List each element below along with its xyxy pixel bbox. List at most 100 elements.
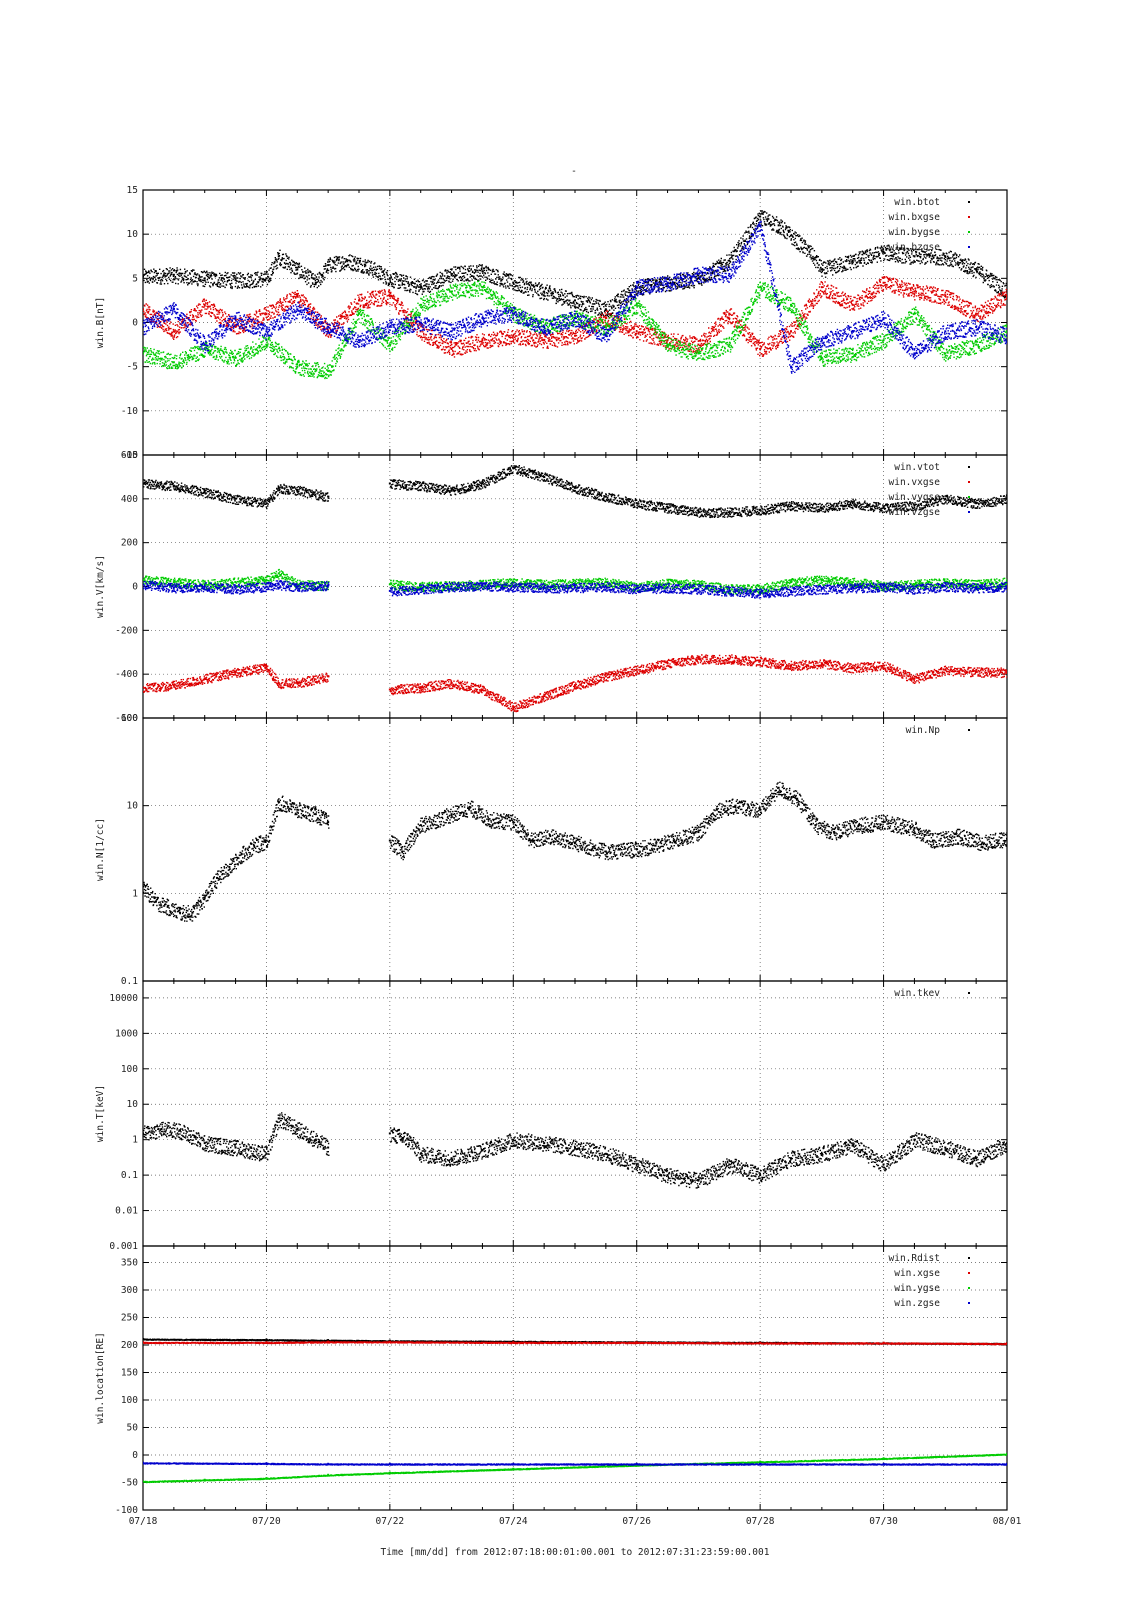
series-trace <box>605 841 638 861</box>
data-point <box>635 330 638 333</box>
series-trace <box>932 828 959 849</box>
data-point <box>388 688 391 691</box>
data-point <box>179 911 182 914</box>
data-point <box>327 264 330 267</box>
series-trace <box>544 311 577 334</box>
series-trace <box>315 259 330 289</box>
series-trace <box>229 851 243 874</box>
data-point <box>790 365 792 368</box>
legend-marker <box>968 729 970 731</box>
data-point <box>296 681 299 684</box>
data-point <box>820 356 823 359</box>
data-point <box>715 808 718 811</box>
series-trace <box>389 835 404 859</box>
data-point <box>697 831 700 834</box>
data-point <box>364 264 367 267</box>
series-trace <box>328 675 330 678</box>
legend-entry-label: win.Np <box>906 725 941 736</box>
series-trace <box>173 675 206 690</box>
series-trace <box>883 1463 1007 1466</box>
legend-marker <box>968 216 970 218</box>
series-trace <box>513 276 546 301</box>
data-point <box>697 657 700 660</box>
data-point <box>635 1341 638 1344</box>
data-point <box>327 370 330 373</box>
data-point <box>851 586 854 589</box>
data-point <box>975 325 978 328</box>
data-point <box>296 308 299 311</box>
y-tick-label: -100 <box>115 1505 138 1516</box>
series-trace <box>482 306 515 327</box>
series-trace <box>698 254 731 286</box>
data-point <box>604 317 607 320</box>
series-trace <box>729 654 762 667</box>
series-trace <box>204 341 237 367</box>
series-win.xgse <box>143 1340 1007 1346</box>
series-trace <box>550 829 577 850</box>
series-trace <box>945 250 978 279</box>
series-trace <box>513 1132 546 1152</box>
series-trace <box>605 582 638 595</box>
y-tick-label: 10000 <box>109 993 138 1004</box>
y-tick-label: -200 <box>115 625 138 636</box>
series-trace <box>173 481 206 497</box>
data-point <box>851 303 854 306</box>
legend-marker <box>968 511 970 513</box>
data-point <box>975 312 978 315</box>
series-trace <box>204 1136 237 1157</box>
series-trace <box>266 580 280 592</box>
data-point <box>777 224 780 227</box>
series-trace <box>858 814 885 834</box>
data-point <box>277 801 280 804</box>
data-point <box>203 343 206 346</box>
panel-3: 0.1 1 10 100 win.N[1/cc] win.Np <box>95 713 1008 987</box>
series-trace <box>389 1341 515 1345</box>
series-trace <box>173 303 206 354</box>
series-trace <box>173 267 206 288</box>
series-trace <box>791 336 823 374</box>
series-trace <box>852 276 885 311</box>
series-trace <box>883 501 916 514</box>
series-trace <box>760 1463 885 1466</box>
legend-entry-label: win.bzgse <box>889 242 941 253</box>
x-tick-label: 07/18 <box>129 1516 158 1527</box>
series-trace <box>791 1146 823 1167</box>
data-point <box>549 835 552 838</box>
series-trace <box>143 1341 268 1345</box>
series-trace <box>834 819 860 841</box>
legend-entry-label: win.zgse <box>894 1298 940 1309</box>
series-trace <box>729 281 762 353</box>
series-trace <box>636 578 669 593</box>
series-trace <box>544 1136 577 1157</box>
series-trace <box>575 484 607 503</box>
series-trace <box>945 319 978 340</box>
data-point <box>604 308 607 311</box>
x-tick-label: 08/01 <box>993 1516 1022 1527</box>
data-point <box>728 259 731 262</box>
legend-marker <box>968 496 970 498</box>
series-trace <box>914 495 947 512</box>
y-tick-label: -400 <box>115 669 138 680</box>
series-trace <box>482 465 515 489</box>
data-point <box>203 585 206 588</box>
data-point <box>143 578 144 581</box>
series-trace <box>266 568 280 585</box>
legend-marker <box>968 1257 970 1259</box>
series-trace <box>852 333 885 362</box>
series-trace <box>575 313 607 342</box>
legend-entry-label: win.ygse <box>894 1283 940 1294</box>
data-point <box>759 224 762 227</box>
data-point <box>327 325 330 328</box>
series-trace <box>914 306 947 362</box>
series-trace <box>791 659 823 672</box>
series-trace <box>482 281 515 321</box>
data-point <box>234 325 237 328</box>
data-point <box>604 675 607 678</box>
series-trace <box>976 1140 1007 1168</box>
data-point <box>512 585 515 588</box>
series-trace <box>883 312 916 360</box>
series-trace <box>914 284 947 305</box>
data-point <box>956 835 959 838</box>
series-trace <box>204 582 237 595</box>
series-trace <box>328 584 330 586</box>
